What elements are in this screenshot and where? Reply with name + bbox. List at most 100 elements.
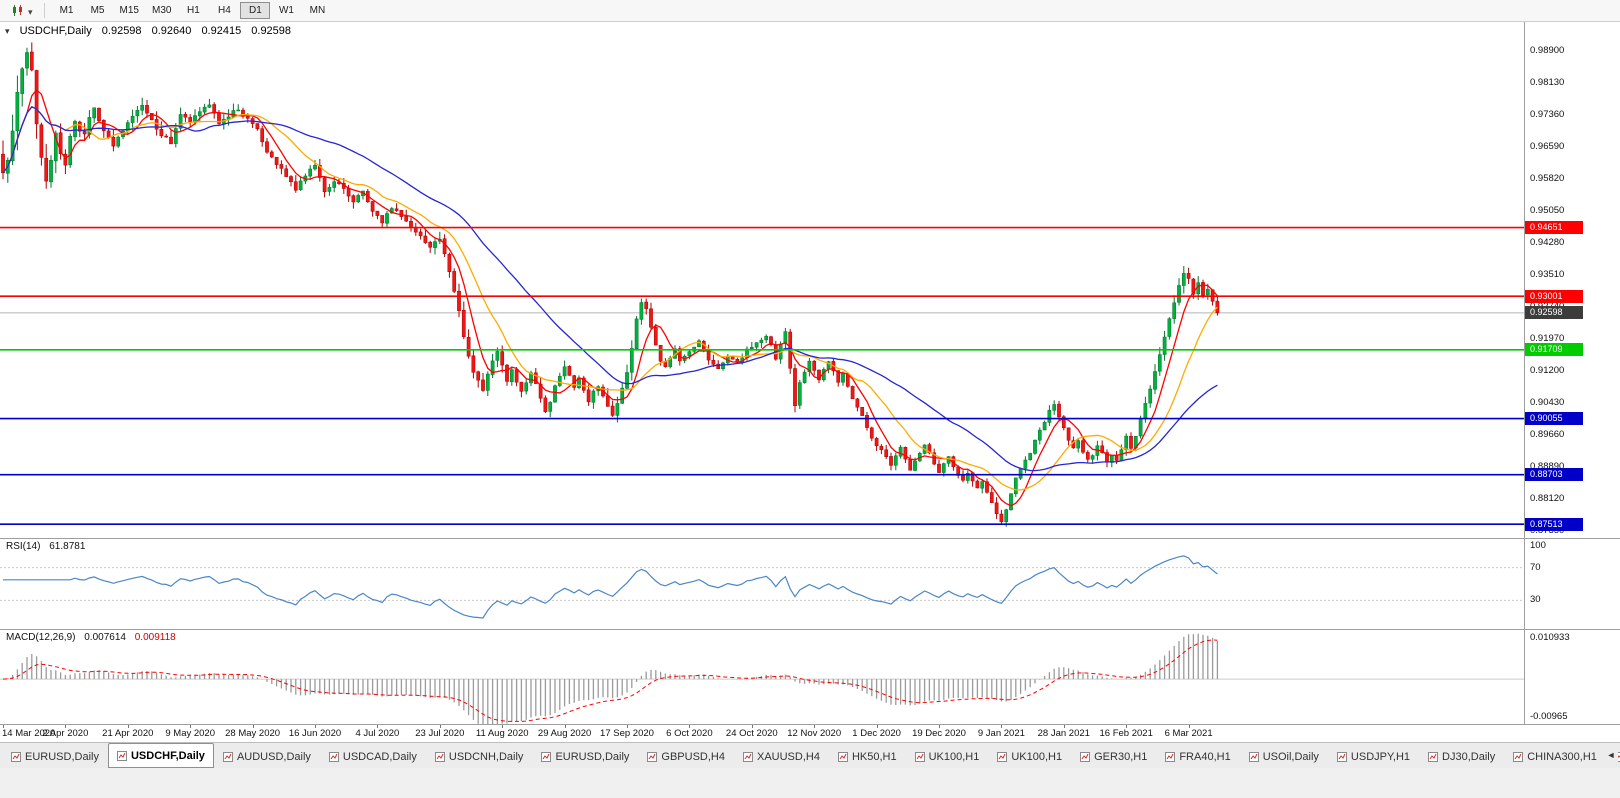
macd-indicator-label: MACD(12,26,9) 0.007614 0.009118 [6,632,182,643]
chart-tab-eurusd-daily[interactable]: EURUSD,Daily [2,745,108,768]
panel-separator[interactable] [0,538,1620,539]
tab-chart-icon [1336,751,1347,762]
timeframe-button-m30[interactable]: M30 [151,5,172,16]
date-axis-tick [627,725,628,728]
timeframe-button-h4[interactable]: H4 [218,5,231,16]
macd-name: MACD(12,26,9) [6,632,76,643]
tab-chart-icon [647,751,658,762]
ohlc-low: 0.92415 [201,25,242,37]
hline-price-label: 0.91709 [1525,343,1583,357]
chart-tab-xauusd-h4[interactable]: XAUUSD,H4 [734,745,829,768]
panel-separator[interactable] [0,629,1620,630]
date-label: 9 May 2020 [165,728,216,739]
tab-chart-icon [1248,751,1259,762]
chart-type-button[interactable] [6,0,37,22]
rsi-axis-label: 70 [1530,561,1541,573]
chart-tab-audusd-daily[interactable]: AUDUSD,Daily [214,745,320,768]
timeframe-button-w1[interactable]: W1 [278,5,294,16]
price-axis-label: 0.88120 [1530,492,1565,504]
rsi-value: 61.8781 [49,541,86,552]
timeframe-button-m1[interactable]: M1 [59,5,74,16]
date-label: 2 Apr 2020 [42,728,89,739]
date-label: 28 Jan 2021 [1037,728,1090,739]
price-axis-label: 0.98130 [1530,77,1565,89]
tab-label: GER30,H1 [1094,750,1148,763]
chart-window: USDCHF,Daily 0.92598 0.92640 0.92415 0.9… [0,22,1620,742]
tab-chart-icon [1080,751,1091,762]
tab-label: USDCHF,Daily [130,749,205,762]
date-axis-tick [1063,725,1065,728]
date-axis-tick [377,725,379,728]
chart-tab-usdchf-daily[interactable]: USDCHF,Daily [107,743,214,768]
toolbar: M1 M5 M15 M30 H1 H4 D1 W1 MN [0,0,1620,22]
tab-label: CHINA300,H1 [1527,750,1597,763]
chart-tab-usdcnh-daily[interactable]: USDCNH,Daily [426,745,533,768]
date-axis-tick [439,725,441,728]
tab-chart-icon [837,751,848,762]
current-price-label: 0.92598 [1525,306,1583,320]
date-label: 19 Dec 2020 [912,728,966,739]
chart-tab-china300-h1[interactable]: CHINA300,H1 [1504,745,1606,768]
price-axis-label: 0.95050 [1530,205,1565,216]
timeframe-button-m5[interactable]: M5 [90,5,105,16]
macd-main-value: 0.007614 [84,632,126,643]
timeframe-group: M1 M5 M15 M30 H1 H4 D1 W1 MN [52,2,333,19]
tab-chart-icon [1165,751,1176,762]
chart-tab-dj30-daily[interactable]: DJ30,Daily [1419,745,1504,768]
date-axis-tick [564,725,566,728]
timeframe-button-mn[interactable]: MN [309,5,326,16]
date-axis[interactable]: 14 Mar 2020 2 Apr 2020 21 Apr 2020 9 May 20… [0,724,1620,742]
date-label: 17 Sep 2020 [600,728,654,739]
rsi-axis-label: 30 [1530,594,1541,606]
chart-tab-usoil-daily[interactable]: USOil,Daily [1240,745,1328,768]
chart-tab-usdcad-daily[interactable]: USDCAD,Daily [320,745,426,768]
ohlc-high: 0.92640 [151,25,192,37]
timeframe-button-h1[interactable]: H1 [187,5,200,16]
tab-chart-icon [116,750,127,761]
date-label: 11 Aug 2020 [475,728,529,739]
tab-scroll-left-button[interactable] [1604,748,1618,762]
window-menu-icon[interactable] [5,26,10,36]
tab-label: DJ30,Daily [1442,750,1496,763]
macd-axis-label: -0.00965 [1530,711,1568,722]
tab-chart-icon [222,751,233,762]
price-axis-label: 0.93510 [1530,269,1565,280]
date-label: 9 Jan 2021 [977,728,1025,739]
date-label: 16 Jun 2020 [288,728,342,739]
date-axis-tick [689,725,691,728]
date-axis-tick [1188,725,1190,728]
tab-label: HK50,H1 [851,750,897,763]
date-axis-tick [65,725,67,728]
candlestick-plot[interactable] [0,22,1524,538]
tab-chart-icon [434,751,445,762]
symbol-label: USDCHF,Daily [19,25,92,37]
chart-tab-uk100-h1[interactable]: UK100,H1 [988,745,1071,768]
timeframe-button-m15[interactable]: M15 [119,5,139,16]
chart-tab-uk100-h1[interactable]: UK100,H1 [906,745,989,768]
tab-label: FRA40,H1 [1179,750,1231,763]
date-label: 21 Apr 2020 [102,728,154,739]
tab-chart-icon [328,751,339,762]
date-axis-tick [751,725,753,728]
date-axis-tick [814,725,816,728]
date-axis-tick [3,725,4,728]
chart-tab-fra40-h1[interactable]: FRA40,H1 [1156,745,1239,768]
chart-tab-ger30-h1[interactable]: GER30,H1 [1071,745,1156,768]
rsi-plot[interactable] [0,539,1524,629]
macd-axis-label: 0.010933 [1530,632,1570,643]
date-label: 24 Oct 2020 [725,728,778,739]
chart-tab-hk50-h1[interactable]: HK50,H1 [829,745,906,768]
price-axis-label: 0.95820 [1530,173,1565,184]
date-axis-tick [190,725,192,728]
chart-tab-gbpusd-h4[interactable]: GBPUSD,H4 [638,745,734,768]
hline-price-label: 0.88703 [1525,468,1583,482]
macd-plot[interactable] [0,630,1524,724]
price-axis[interactable]: 0.98900 0.98130 0.97360 0.96590 0.95820 0.950… [1524,22,1620,724]
chart-tab-usdjpy-h1[interactable]: USDJPY,H1 [1328,745,1419,768]
chart-tab-eurusd-daily[interactable]: EURUSD,Daily [532,745,638,768]
dropdown-caret-icon [28,2,33,20]
timeframe-button-d1[interactable]: D1 [240,2,271,19]
tab-chart-icon [1513,751,1524,762]
tab-chart-icon [997,751,1008,762]
date-label: 28 May 2020 [225,728,281,739]
